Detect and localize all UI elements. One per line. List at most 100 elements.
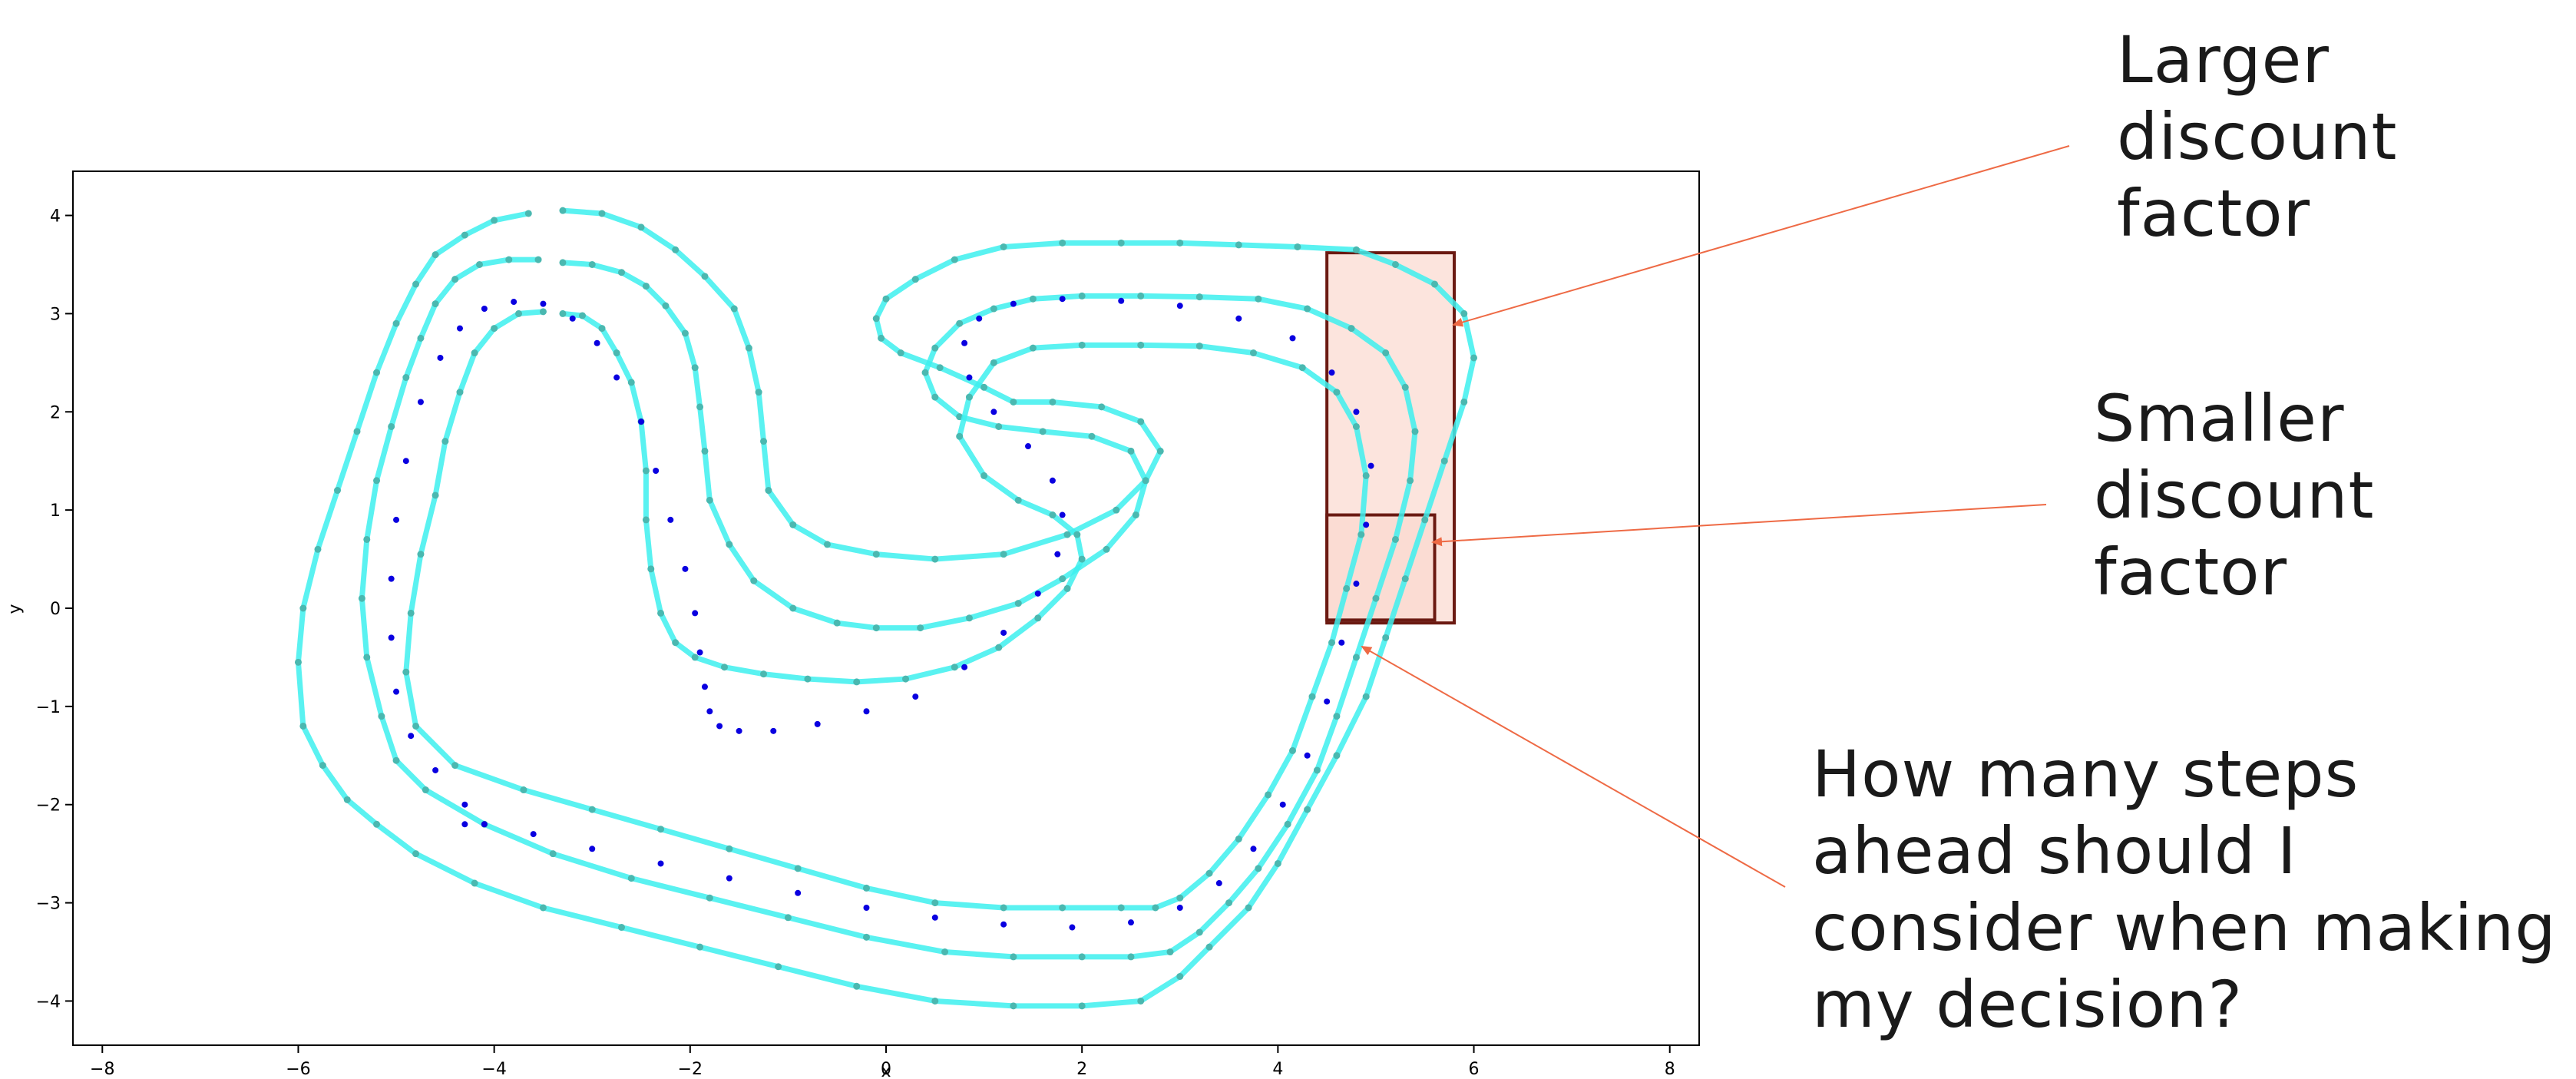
track-inner-point [691, 654, 699, 661]
trajectory-point [1215, 880, 1222, 887]
track-inner-point [1000, 904, 1007, 912]
track-center-point [706, 496, 713, 504]
track-outer-point [1431, 280, 1439, 288]
track-inner-point [1078, 341, 1086, 349]
trajectory-point [393, 688, 400, 695]
trajectory-point [511, 299, 518, 306]
track-outer-point [491, 217, 498, 224]
track-inner-point [1265, 791, 1272, 799]
track-inner-point [613, 349, 620, 357]
trajectory-point [696, 649, 703, 656]
track-outer-point [1460, 309, 1468, 317]
track-inner-point [990, 359, 997, 366]
y-axis-label: y [5, 604, 25, 614]
track-inner-point [491, 325, 498, 333]
track-inner-point [657, 826, 665, 833]
trajectory-point [1289, 335, 1296, 342]
track-inner-point [956, 432, 964, 440]
trajectory-point [653, 467, 660, 474]
track-center-point [917, 624, 924, 632]
track-center-point [1225, 899, 1233, 907]
trajectory-point [1338, 639, 1345, 646]
track-outer-point [299, 604, 307, 612]
track-inner-point [1362, 472, 1370, 479]
track-center-point [1078, 953, 1086, 961]
y-tick-label: −3 [36, 895, 61, 914]
track-inner-point [672, 639, 680, 647]
track-center-point [995, 422, 1003, 430]
track-outer-point [1137, 418, 1145, 425]
track-inner-point [980, 472, 988, 479]
trajectory-point [1328, 369, 1335, 376]
track-outer-point [1098, 403, 1106, 411]
track-center-point [1304, 305, 1311, 313]
track-center-point [549, 850, 557, 858]
track-outer-point [1333, 752, 1341, 760]
track-outer-point [1470, 354, 1478, 362]
track-inner-point [1235, 835, 1242, 842]
trajectory-point [417, 399, 424, 405]
track-center-point [1195, 293, 1203, 301]
x-tick-label: −4 [481, 1060, 506, 1079]
trajectory-point [432, 766, 439, 773]
track-center-point [1382, 349, 1390, 357]
trajectory-point [1250, 846, 1257, 852]
track-outer-point [672, 246, 680, 253]
track-inner-point [1298, 364, 1306, 372]
track-outer-point [373, 820, 381, 828]
track-center-point [990, 305, 997, 313]
track-inner-point [1152, 904, 1159, 912]
track-outer-point [931, 997, 939, 1005]
trajectory-point [1363, 521, 1370, 528]
track-outer-point [765, 487, 772, 495]
track-inner-point [627, 379, 635, 386]
trajectory-point [1353, 581, 1360, 587]
track-inner-point [902, 675, 910, 683]
track-center-point [588, 260, 596, 268]
track-outer-point [392, 319, 400, 327]
track-inner-point [515, 309, 523, 317]
track-outer-point [878, 334, 885, 342]
trajectory-point [912, 693, 919, 700]
track-center-point [872, 624, 880, 632]
track-inner-point [520, 786, 527, 794]
track-outer-point [823, 541, 831, 548]
track-outer-point [701, 273, 709, 280]
track-center-point [1284, 820, 1291, 828]
track-center-point [1255, 865, 1262, 872]
track-center-point [726, 541, 733, 548]
track-inner-point [951, 664, 958, 671]
track-inner-point [804, 675, 812, 683]
track-center-point [789, 604, 797, 612]
track-center-point [1103, 545, 1110, 553]
track-outer-point [637, 223, 645, 231]
track-outer-point [853, 982, 861, 990]
track-outer-point [1117, 239, 1125, 247]
trajectory-point [1000, 921, 1007, 928]
track-center-point [1132, 511, 1139, 519]
trajectory-point [613, 374, 620, 381]
x-tick-label: 6 [1469, 1060, 1480, 1079]
trajectory-point [990, 409, 997, 415]
track-outer-point [1078, 1002, 1086, 1010]
trajectory-point [408, 733, 415, 740]
trajectory-point [1034, 590, 1041, 597]
trajectory-point [863, 904, 870, 911]
trajectory-point [1000, 629, 1007, 636]
track-center-point [1372, 594, 1380, 602]
track-inner-point [726, 845, 733, 852]
track-outer-point [432, 251, 439, 259]
track-inner-point [451, 762, 459, 770]
track-center-point [618, 269, 626, 276]
track-center-point [363, 535, 371, 543]
track-center-point [1010, 953, 1017, 961]
trajectory-point [402, 458, 409, 465]
track-outer-point [353, 428, 361, 435]
trajectory-point [481, 306, 488, 313]
trajectory-point [1235, 315, 1242, 322]
track-center-point [392, 756, 400, 764]
track-center-point [941, 948, 949, 956]
trajectory-point [961, 339, 968, 346]
track-center-point [1313, 766, 1321, 774]
track-inner-point [1289, 746, 1296, 754]
